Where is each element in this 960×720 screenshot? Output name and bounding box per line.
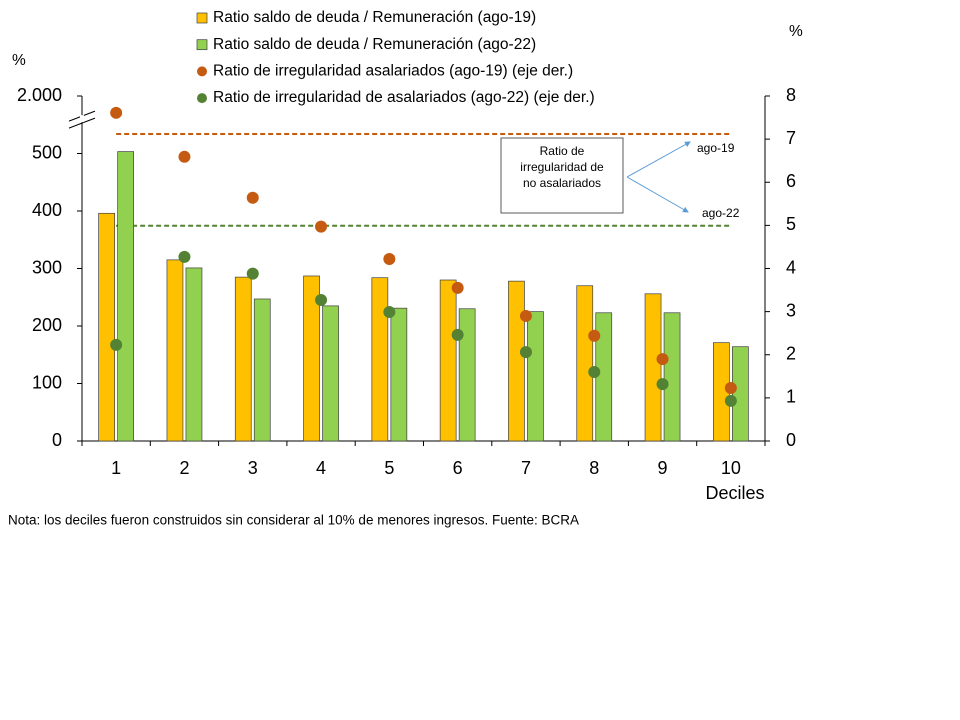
dot xyxy=(315,293,328,306)
bar xyxy=(166,259,184,442)
legend-label: Ratio saldo de deuda / Remuneración (ago… xyxy=(213,36,536,53)
dot xyxy=(656,378,669,391)
x-axis-label: Deciles xyxy=(705,483,764,503)
x-tick-label: 3 xyxy=(248,458,258,478)
dot xyxy=(656,353,669,366)
x-tick-label: 1 xyxy=(111,458,121,478)
y-tick-label: 2.000 xyxy=(17,85,62,105)
dot xyxy=(246,191,259,204)
y2-tick-label: 7 xyxy=(786,128,796,148)
y-tick-label: 0 xyxy=(52,430,62,450)
x-tick-label: 8 xyxy=(589,458,599,478)
x-tick-label: 2 xyxy=(179,458,189,478)
bar xyxy=(576,285,594,442)
y-tick-label: 500 xyxy=(32,142,62,162)
legend-label: Ratio de irregularidad asalariados (ago-… xyxy=(213,62,573,79)
bar xyxy=(185,267,203,442)
bar xyxy=(458,308,476,442)
y-tick-label: 100 xyxy=(32,372,62,392)
y2-tick-label: 3 xyxy=(786,300,796,320)
dot xyxy=(519,309,532,322)
y-axis-label: % xyxy=(12,52,26,69)
x-tick-label: 6 xyxy=(453,458,463,478)
x-tick-label: 9 xyxy=(658,458,668,478)
bar xyxy=(98,212,116,442)
y2-tick-label: 4 xyxy=(786,257,796,277)
y2-tick-label: 1 xyxy=(786,387,796,407)
y-tick-label: 400 xyxy=(32,200,62,220)
x-tick-label: 5 xyxy=(384,458,394,478)
x-tick-label: 7 xyxy=(521,458,531,478)
bar xyxy=(303,275,320,442)
bar xyxy=(322,305,339,442)
axis-break xyxy=(68,117,96,129)
dot xyxy=(178,250,191,263)
y-tick-label: 300 xyxy=(32,257,62,277)
legend-swatch xyxy=(196,12,208,24)
dot xyxy=(246,267,259,280)
y2-tick-label: 2 xyxy=(786,344,796,364)
bar xyxy=(390,307,408,442)
bar xyxy=(731,346,749,442)
legend-swatch xyxy=(196,39,208,51)
x-tick-label: 10 xyxy=(721,458,741,478)
annotation-arrow xyxy=(626,176,689,213)
annotation-text: irregularidad de xyxy=(520,160,604,174)
y2-tick-label: 5 xyxy=(786,214,796,234)
dot xyxy=(315,220,328,233)
dot xyxy=(178,150,191,163)
dot xyxy=(519,346,532,359)
bar xyxy=(644,293,662,442)
annotation-label: ago-22 xyxy=(702,206,740,220)
dot xyxy=(383,306,396,319)
bar xyxy=(253,298,271,442)
legend-label: Ratio de irregularidad de asalariados (a… xyxy=(213,89,595,106)
bar xyxy=(371,277,389,442)
annotation-box xyxy=(500,137,624,214)
annotation-text: no asalariados xyxy=(523,176,601,190)
dot xyxy=(451,328,464,341)
axis-break-gap xyxy=(80,115,84,123)
legend-label: Ratio saldo de deuda / Remuneración (ago… xyxy=(213,9,536,26)
bar xyxy=(663,312,681,442)
dot xyxy=(588,366,601,378)
bar xyxy=(234,276,252,442)
dot xyxy=(588,329,601,342)
bar xyxy=(508,280,525,442)
dot xyxy=(724,381,737,394)
y-tick-label: 200 xyxy=(32,315,62,335)
annotation-label: ago-19 xyxy=(697,141,735,155)
dot xyxy=(451,281,464,294)
note: Nota: los deciles fueron construidos sin… xyxy=(8,513,579,528)
bar xyxy=(527,311,544,442)
dot xyxy=(383,253,396,266)
x-tick-label: 4 xyxy=(316,458,326,478)
annotation-arrow xyxy=(626,141,691,178)
dot xyxy=(110,106,123,119)
y2-tick-label: 6 xyxy=(786,171,796,191)
legend-swatch xyxy=(197,93,207,104)
legend-swatch xyxy=(197,66,207,77)
dot xyxy=(110,338,123,351)
y2-tick-label: 0 xyxy=(786,430,796,450)
dot xyxy=(724,394,737,407)
bar xyxy=(117,151,135,442)
y2-axis-label: % xyxy=(789,23,803,40)
bar xyxy=(439,279,457,442)
annotation-text: Ratio de xyxy=(540,144,585,158)
y2-tick-label: 8 xyxy=(786,85,796,105)
